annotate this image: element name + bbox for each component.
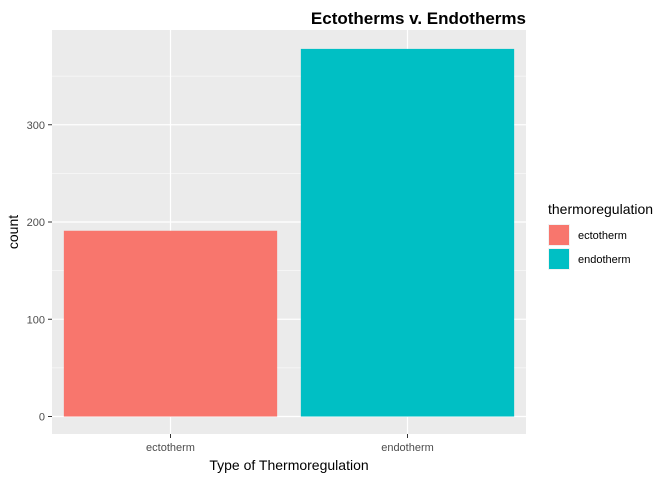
legend-swatch-ectotherm [549,225,569,245]
legend-swatch-endotherm [549,249,569,269]
legend: thermoregulation ectotherm endotherm [548,201,653,270]
x-axis: ectotherm endotherm [146,434,434,454]
y-axis-title: count [5,215,21,249]
legend-label-endotherm: endotherm [578,254,631,266]
legend-items: ectotherm endotherm [548,224,631,270]
bar-endotherm [300,48,515,417]
x-axis-title: Type of Thermoregulation [209,457,368,473]
y-tick-label: 0 [39,412,45,424]
y-tick-label: 300 [27,120,45,132]
x-tick-label: ectotherm [146,442,195,454]
bar-ectotherm [63,230,278,417]
y-axis: 0 100 200 300 [27,120,52,424]
legend-label-ectotherm: ectotherm [578,230,627,242]
y-tick-label: 100 [27,314,45,326]
chart-title: Ectotherms v. Endotherms [311,9,526,28]
x-tick-label: endotherm [381,442,434,454]
legend-title: thermoregulation [548,201,653,217]
y-tick-label: 200 [27,217,45,229]
bars [63,48,515,417]
